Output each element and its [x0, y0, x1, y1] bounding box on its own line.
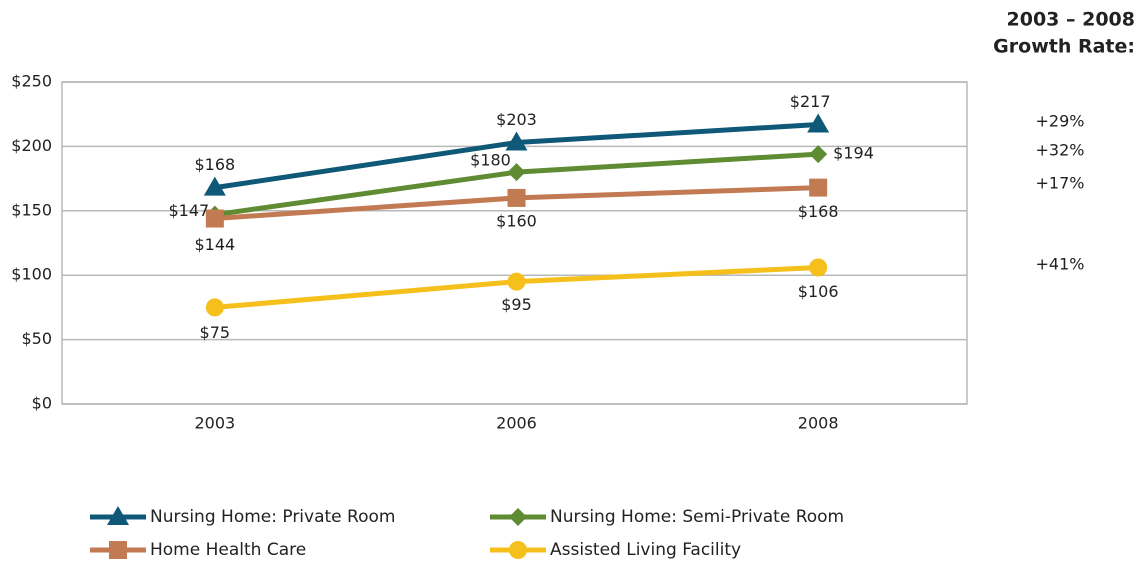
x-tick-label: 2008 [798, 414, 839, 433]
data-label: $144 [194, 235, 235, 254]
legend-label: Nursing Home: Private Room [150, 507, 395, 527]
legend-label: Nursing Home: Semi-Private Room [550, 507, 844, 527]
legend-marker [109, 541, 127, 559]
data-point [507, 163, 526, 182]
data-point [809, 178, 828, 197]
data-point [809, 258, 828, 277]
data-label: $160 [496, 211, 537, 230]
data-label: $168 [194, 155, 235, 174]
legend-marker [107, 506, 129, 525]
legend-label: Assisted Living Facility [550, 540, 741, 560]
data-label: $168 [798, 202, 839, 221]
data-label: $180 [470, 151, 511, 170]
data-label: $217 [790, 92, 831, 111]
data-point [807, 113, 830, 133]
y-tick-label: $0 [32, 394, 52, 413]
data-point [205, 298, 224, 317]
growth-rate: +41% [1036, 255, 1085, 274]
y-tick-label: $150 [11, 200, 52, 219]
y-tick-label: $200 [11, 136, 52, 155]
data-label: $203 [496, 110, 537, 129]
data-point [205, 209, 224, 228]
legend-marker [509, 541, 527, 559]
x-tick-label: 2003 [194, 414, 235, 433]
data-point [203, 176, 226, 196]
growth-rate: +29% [1036, 112, 1085, 131]
growth-rate: +17% [1036, 174, 1085, 193]
data-label: $194 [833, 144, 874, 163]
data-label: $95 [501, 295, 532, 314]
y-tick-label: $50 [21, 329, 52, 348]
data-label: $106 [798, 282, 839, 301]
y-tick-label: $250 [11, 72, 52, 91]
data-point [505, 131, 528, 151]
y-tick-label: $100 [11, 265, 52, 284]
legend-label: Home Health Care [150, 540, 306, 560]
legend-marker [509, 508, 527, 526]
x-tick-label: 2006 [496, 414, 537, 433]
growth-title: 2003 – 2008 [1007, 9, 1136, 31]
data-point [507, 272, 526, 291]
data-point [809, 145, 828, 164]
growth-rate: +32% [1036, 141, 1085, 160]
data-label: $75 [200, 323, 231, 342]
data-label: $147 [168, 201, 209, 220]
data-point [507, 188, 526, 207]
growth-title: Growth Rate: [993, 36, 1135, 58]
